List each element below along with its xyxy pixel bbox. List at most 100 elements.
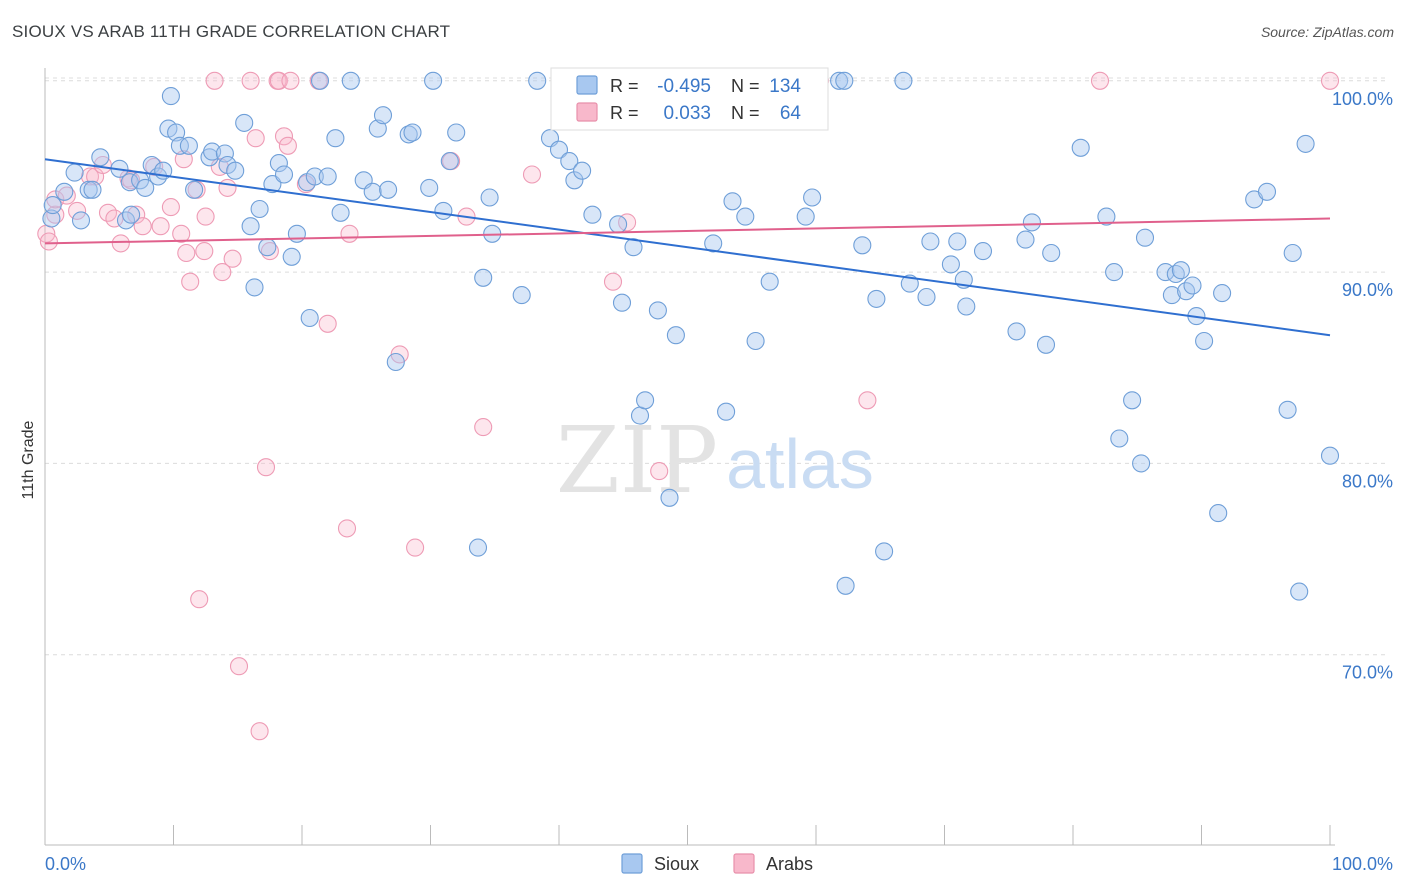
arabs-point	[213, 263, 232, 282]
sioux-point	[326, 129, 345, 148]
sioux-point	[760, 272, 779, 291]
sioux-point	[1283, 243, 1302, 263]
sioux-point	[973, 242, 993, 261]
arabs-point	[172, 224, 191, 243]
sioux-point	[1123, 391, 1142, 410]
legend-bottom: Sioux Arabs	[621, 853, 813, 874]
arabs-point	[1090, 71, 1110, 90]
sioux-point	[424, 71, 443, 90]
sioux-point	[894, 71, 913, 90]
sioux-point	[875, 542, 894, 561]
sioux-point	[1171, 261, 1190, 280]
sioux-point	[630, 406, 650, 425]
sioux-point	[803, 188, 822, 207]
sioux-point	[258, 238, 277, 257]
arabs-point	[256, 458, 276, 477]
sioux-point	[736, 207, 755, 226]
legend-sioux-n-value: 134	[769, 76, 801, 97]
legend-sioux-r-label: R =	[610, 76, 639, 96]
watermark: ZIP atlas	[556, 407, 874, 514]
arabs-point	[127, 205, 146, 224]
arabs-point	[406, 538, 425, 557]
sioux-point	[386, 352, 405, 372]
sioux-point	[660, 488, 679, 507]
sioux-point	[917, 287, 936, 307]
sioux-point	[921, 232, 940, 251]
arabs-point	[650, 462, 669, 481]
sioux-point	[447, 123, 466, 142]
arabs-point	[196, 207, 215, 226]
sioux-point	[717, 402, 736, 421]
sioux-point	[1257, 182, 1277, 201]
grid-lines	[45, 77, 1385, 656]
arabs-point	[274, 127, 294, 146]
sioux-point	[648, 301, 667, 320]
x-tick-label: 100.0%	[1332, 854, 1393, 874]
arabs-point	[281, 71, 300, 90]
sioux-point	[65, 163, 84, 182]
arabs-point	[278, 136, 297, 155]
legend-arabs-swatch	[576, 102, 598, 122]
sioux-point	[1209, 504, 1228, 523]
arabs-point	[161, 198, 180, 217]
trend-lines	[44, 158, 1331, 337]
arabs-point	[174, 150, 193, 169]
sioux-point	[305, 167, 324, 186]
sioux-point	[310, 71, 330, 90]
x-tick-label: 0.0%	[45, 854, 86, 874]
arabs-point	[340, 224, 359, 243]
sioux-point	[957, 297, 976, 316]
arabs-point	[250, 722, 269, 741]
sioux-point	[161, 87, 180, 106]
sioux-point	[900, 274, 919, 293]
sioux-point	[1183, 276, 1202, 295]
arabs-point	[205, 71, 224, 90]
sioux-point	[300, 308, 319, 328]
arabs-point	[522, 165, 542, 184]
arabs-point	[68, 201, 87, 220]
arabs-point	[133, 217, 152, 236]
sioux-point	[318, 167, 337, 186]
sioux-point	[434, 201, 453, 220]
arabs-point	[218, 178, 237, 197]
sioux-point	[287, 224, 306, 243]
sioux-point	[235, 113, 254, 132]
legend-arabs-r-value: 0.033	[663, 103, 711, 124]
legend-arabs-r-label: R =	[610, 103, 639, 123]
sioux-point	[368, 119, 387, 138]
sioux-point	[867, 289, 886, 308]
sioux-point	[1042, 243, 1061, 263]
arabs-point	[195, 242, 214, 261]
legend-arabs-n-value: 64	[780, 103, 802, 124]
sioux-point	[1278, 400, 1297, 419]
sioux-point	[373, 106, 393, 125]
sioux-point	[136, 178, 155, 197]
arabs-point	[241, 71, 260, 90]
sioux-point	[179, 136, 198, 155]
arabs-point	[80, 167, 100, 186]
sioux-point	[274, 165, 294, 184]
sioux-point	[1036, 335, 1056, 354]
sioux-point	[609, 215, 628, 234]
arabs-trend-line	[44, 217, 1331, 245]
arabs-point	[1320, 71, 1340, 90]
arabs-point	[858, 391, 877, 410]
sioux-point	[185, 180, 204, 199]
sioux-point	[796, 207, 815, 226]
sioux-point	[42, 209, 61, 228]
sioux-point	[1296, 134, 1315, 153]
sioux-point	[528, 71, 547, 90]
legend-bottom-sioux-label: Sioux	[654, 854, 699, 874]
legend-bottom-arabs-swatch	[733, 853, 755, 874]
sioux-point	[666, 326, 685, 345]
arabs-point	[151, 217, 170, 236]
sioux-point	[116, 211, 136, 230]
sioux-point	[341, 71, 360, 90]
sioux-point	[250, 199, 269, 219]
arabs-point	[337, 519, 357, 538]
y-tick-label: 90.0%	[1342, 280, 1393, 300]
sioux-point	[560, 152, 579, 171]
sioux-point	[55, 182, 74, 201]
legend-top: R = -0.495 N = 134 R = 0.033 N = 64	[550, 67, 829, 131]
